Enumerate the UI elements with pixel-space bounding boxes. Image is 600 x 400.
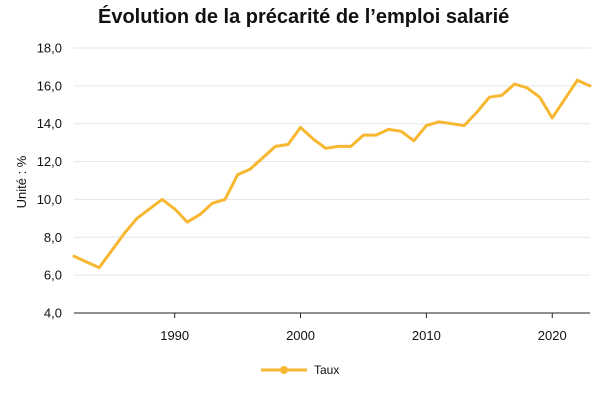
series: [72, 78, 593, 270]
y-tick-label: 16,0: [37, 78, 62, 93]
y-tick-label: 8,0: [44, 230, 62, 245]
y-tick-label: 12,0: [37, 154, 62, 169]
legend[interactable]: Taux: [261, 363, 339, 377]
gridlines: [74, 47, 590, 314]
data-point[interactable]: [285, 142, 290, 147]
data-point[interactable]: [97, 265, 102, 270]
data-point[interactable]: [260, 155, 265, 160]
data-point[interactable]: [109, 248, 114, 253]
data-point[interactable]: [298, 125, 303, 130]
data-point[interactable]: [185, 220, 190, 225]
data-point[interactable]: [122, 231, 127, 236]
series-line-taux: [72, 78, 592, 270]
data-point[interactable]: [562, 97, 567, 102]
data-point[interactable]: [374, 133, 379, 138]
axes: 4,0 6,0 8,0 10,0 12,0 14,0 16,0 18,0 1990 2000 201…: [37, 41, 590, 343]
data-point[interactable]: [273, 144, 278, 149]
data-point[interactable]: [436, 119, 441, 124]
data-point[interactable]: [386, 127, 391, 132]
data-point[interactable]: [223, 197, 228, 202]
data-point[interactable]: [336, 144, 341, 149]
data-point[interactable]: [462, 123, 467, 128]
data-point[interactable]: [537, 95, 542, 100]
y-tick-label: 4,0: [44, 306, 62, 321]
x-tick-label: 2020: [538, 328, 567, 343]
legend-label: Taux: [314, 363, 339, 377]
x-tick-label: 1990: [160, 328, 189, 343]
y-axis-title: Unité : %: [14, 155, 29, 208]
data-point[interactable]: [499, 93, 504, 98]
data-point[interactable]: [134, 216, 139, 221]
data-point[interactable]: [361, 133, 366, 138]
data-point[interactable]: [311, 136, 316, 141]
y-tick-label: 10,0: [37, 192, 62, 207]
data-point[interactable]: [323, 146, 328, 151]
data-point[interactable]: [172, 206, 177, 211]
chart-title: Évolution de la précarité de l’emploi sa…: [98, 6, 510, 28]
data-point[interactable]: [210, 201, 215, 206]
x-tick-label: 2010: [412, 328, 441, 343]
data-point[interactable]: [550, 116, 555, 121]
data-point[interactable]: [588, 83, 593, 88]
data-point[interactable]: [147, 206, 152, 211]
data-point[interactable]: [525, 85, 530, 90]
data-point[interactable]: [72, 254, 77, 259]
data-point[interactable]: [424, 123, 429, 128]
data-point[interactable]: [411, 138, 416, 143]
y-tick-label: 14,0: [37, 116, 62, 131]
data-point[interactable]: [235, 172, 240, 177]
data-point[interactable]: [348, 144, 353, 149]
x-tick-label: 2000: [286, 328, 315, 343]
data-point[interactable]: [160, 197, 165, 202]
data-point[interactable]: [399, 129, 404, 134]
data-point[interactable]: [474, 110, 479, 115]
legend-swatch-marker: [280, 366, 288, 374]
data-point[interactable]: [512, 81, 517, 86]
data-point[interactable]: [248, 167, 253, 172]
data-point[interactable]: [487, 95, 492, 100]
data-point[interactable]: [449, 121, 454, 126]
data-point[interactable]: [575, 78, 580, 83]
data-point[interactable]: [197, 212, 202, 217]
y-tick-label: 18,0: [37, 41, 62, 56]
y-tick-label: 6,0: [44, 268, 62, 283]
